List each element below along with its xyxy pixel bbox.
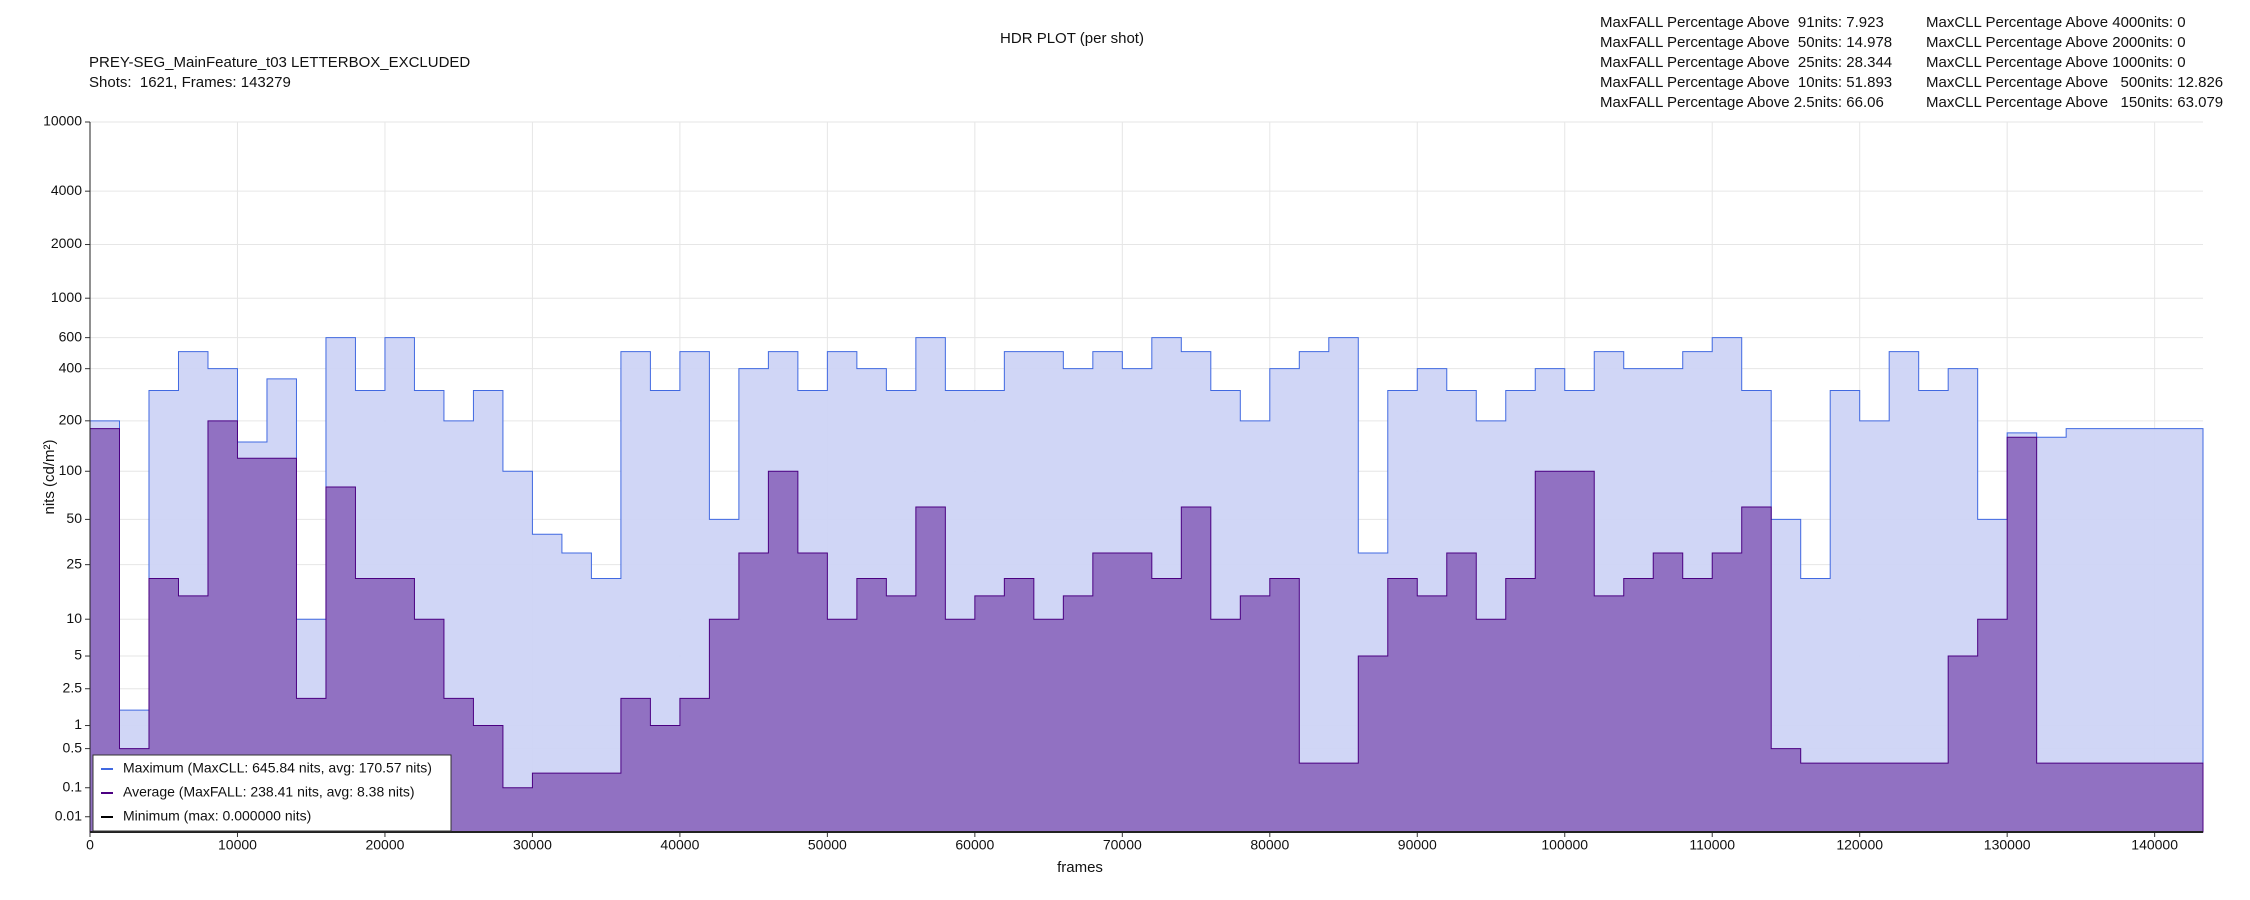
series-area <box>89 420 2204 833</box>
stat-line: MaxCLL Percentage Above 4000nits: 0 <box>1926 14 2186 31</box>
legend-label: Average (MaxFALL: 238.41 nits, avg: 8.38… <box>123 784 415 800</box>
y-tick-label: 0.01 <box>55 807 82 823</box>
x-tick-label: 40000 <box>660 837 699 853</box>
x-axis-label: frames <box>1057 859 1103 876</box>
stat-line: MaxCLL Percentage Above 1000nits: 0 <box>1926 54 2186 71</box>
x-tick-label: 140000 <box>2131 837 2178 853</box>
y-tick-label: 400 <box>59 359 83 375</box>
legend-label: Maximum (MaxCLL: 645.84 nits, avg: 170.5… <box>123 760 432 776</box>
legend-label: Minimum (max: 0.000000 nits) <box>123 808 311 824</box>
subtitle: PREY-SEG_MainFeature_t03 LETTERBOX_EXCLU… <box>89 54 470 71</box>
y-tick-label: 2000 <box>51 235 82 251</box>
stat-line: MaxFALL Percentage Above 91nits: 7.923 <box>1600 14 1884 31</box>
stat-line: MaxFALL Percentage Above 50nits: 14.978 <box>1600 34 1892 51</box>
x-tick-label: 80000 <box>1250 837 1289 853</box>
x-tick-label: 60000 <box>955 837 994 853</box>
stat-line: MaxFALL Percentage Above 25nits: 28.344 <box>1600 54 1892 71</box>
x-tick-label: 110000 <box>1689 837 1735 853</box>
y-tick-label: 10 <box>66 610 82 626</box>
x-tick-label: 90000 <box>1398 837 1437 853</box>
x-tick-label: 30000 <box>513 837 552 853</box>
x-tick-label: 70000 <box>1103 837 1142 853</box>
stat-line: MaxFALL Percentage Above 10nits: 51.893 <box>1600 74 1892 91</box>
y-tick-label: 25 <box>66 555 82 571</box>
legend-box <box>92 754 452 832</box>
y-axis-label: nits (cd/m²) <box>41 439 58 514</box>
stat-line: MaxFALL Percentage Above 2.5nits: 66.06 <box>1600 94 1884 111</box>
x-tick-label: 100000 <box>1541 837 1588 853</box>
x-tick-label: 50000 <box>808 837 847 853</box>
y-tick-label: 600 <box>59 328 83 344</box>
x-tick-label: 120000 <box>1836 837 1883 853</box>
y-tick-label: 0.5 <box>63 739 83 755</box>
y-tick-label: 200 <box>59 412 83 428</box>
y-tick-label: 10000 <box>43 113 82 129</box>
stat-line: MaxCLL Percentage Above 500nits: 12.826 <box>1926 74 2223 91</box>
y-tick-label: 0.1 <box>63 778 83 794</box>
y-tick-label: 5 <box>74 647 82 663</box>
y-tick-label: 1 <box>74 716 82 732</box>
chart-title: HDR PLOT (per shot) <box>1000 30 1144 47</box>
x-tick-label: 20000 <box>365 837 404 853</box>
x-tick-label: 0 <box>86 837 94 853</box>
y-tick-label: 50 <box>66 510 82 526</box>
x-tick-label: 130000 <box>1984 837 2031 853</box>
x-tick-label: 10000 <box>218 837 257 853</box>
stat-line: MaxCLL Percentage Above 2000nits: 0 <box>1926 34 2186 51</box>
subtitle: Shots: 1621, Frames: 143279 <box>89 74 291 91</box>
y-tick-label: 1000 <box>51 289 82 305</box>
y-tick-label: 4000 <box>51 182 82 198</box>
y-tick-label: 100 <box>59 462 83 478</box>
y-tick-label: 2.5 <box>63 679 83 695</box>
stat-line: MaxCLL Percentage Above 150nits: 63.079 <box>1926 94 2223 111</box>
